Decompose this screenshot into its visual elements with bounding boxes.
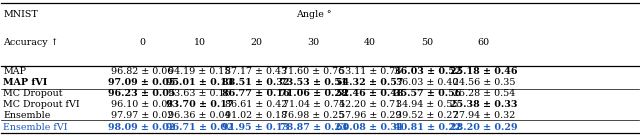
Text: 87.17 ± 0.43: 87.17 ± 0.43 [225,67,287,76]
Text: MAP fVI: MAP fVI [3,78,47,87]
Text: 50: 50 [422,38,433,47]
Text: 20: 20 [250,38,262,47]
Text: 71.60 ± 0.76: 71.60 ± 0.76 [282,67,345,76]
Text: 86.77 ± 0.16: 86.77 ± 0.16 [222,89,290,98]
Text: 76.98 ± 0.25: 76.98 ± 0.25 [282,111,345,120]
Text: Ensemble fVI: Ensemble fVI [3,123,68,132]
Text: 36.03 ± 0.52: 36.03 ± 0.52 [394,67,461,76]
Text: 60.08 ± 0.31: 60.08 ± 0.31 [336,123,404,132]
Text: 25.38 ± 0.33: 25.38 ± 0.33 [450,100,518,109]
Text: 91.95 ± 0.13: 91.95 ± 0.13 [222,123,290,132]
Text: MC Dropout: MC Dropout [3,89,63,98]
Text: 98.09 ± 0.02: 98.09 ± 0.02 [108,123,176,132]
Text: 25.18 ± 0.46: 25.18 ± 0.46 [450,67,518,76]
Text: Ensemble: Ensemble [3,111,51,120]
Text: 97.97 ± 0.02: 97.97 ± 0.02 [111,111,173,120]
Text: 86.61 ± 0.42: 86.61 ± 0.42 [225,100,287,109]
Text: 96.82 ± 0.06: 96.82 ± 0.06 [111,67,173,76]
Text: Angle °: Angle ° [296,10,332,19]
Text: 88.51 ± 0.32: 88.51 ± 0.32 [222,78,290,87]
Text: 35.57 ± 0.56: 35.57 ± 0.56 [394,89,461,98]
Text: 91.02 ± 0.18: 91.02 ± 0.18 [225,111,287,120]
Text: 54.32 ± 0.57: 54.32 ± 0.57 [336,78,404,87]
Text: 39.52 ± 0.27: 39.52 ± 0.27 [396,111,459,120]
Text: 73.53 ± 0.51: 73.53 ± 0.51 [280,78,348,87]
Text: 96.10 ± 0.08: 96.10 ± 0.08 [111,100,173,109]
Text: 94.19 ± 0.15: 94.19 ± 0.15 [168,67,231,76]
Text: 36.03 ± 0.40: 36.03 ± 0.40 [396,78,459,87]
Text: 40: 40 [364,38,376,47]
Text: 96.23 ± 0.05: 96.23 ± 0.05 [108,89,176,98]
Text: MNIST: MNIST [3,10,38,19]
Text: 71.04 ± 0.74: 71.04 ± 0.74 [283,100,344,109]
Text: 97.09 ± 0.05: 97.09 ± 0.05 [108,78,176,87]
Text: 96.36 ± 0.04: 96.36 ± 0.04 [168,111,231,120]
Text: 34.94 ± 0.55: 34.94 ± 0.55 [396,100,459,109]
Text: 78.87 ± 0.23: 78.87 ± 0.23 [280,123,348,132]
Text: 71.06 ± 0.28: 71.06 ± 0.28 [280,89,348,98]
Text: 57.96 ± 0.29: 57.96 ± 0.29 [339,111,401,120]
Text: 60: 60 [478,38,490,47]
Text: 93.63 ± 0.16: 93.63 ± 0.16 [168,89,231,98]
Text: Accuracy ↑: Accuracy ↑ [3,38,59,47]
Text: 95.01 ± 0.13: 95.01 ± 0.13 [166,78,234,87]
Text: 93.70 ± 0.17: 93.70 ± 0.17 [166,100,234,109]
Text: 40.81 ± 0.22: 40.81 ± 0.22 [394,123,461,132]
Text: 28.20 ± 0.29: 28.20 ± 0.29 [450,123,518,132]
Text: 10: 10 [194,38,205,47]
Text: 27.94 ± 0.32: 27.94 ± 0.32 [452,111,515,120]
Text: 30: 30 [308,38,319,47]
Text: 0: 0 [139,38,145,47]
Text: 96.71 ± 0.02: 96.71 ± 0.02 [166,123,234,132]
Text: 52.20 ± 0.71: 52.20 ± 0.71 [339,100,401,109]
Text: MC Dropout fVI: MC Dropout fVI [3,100,80,109]
Text: 52.46 ± 0.48: 52.46 ± 0.48 [336,89,404,98]
Text: 25.28 ± 0.54: 25.28 ± 0.54 [452,89,515,98]
Text: 24.56 ± 0.35: 24.56 ± 0.35 [452,78,515,87]
Text: MAP: MAP [3,67,26,76]
Text: 53.11 ± 0.76: 53.11 ± 0.76 [339,67,401,76]
